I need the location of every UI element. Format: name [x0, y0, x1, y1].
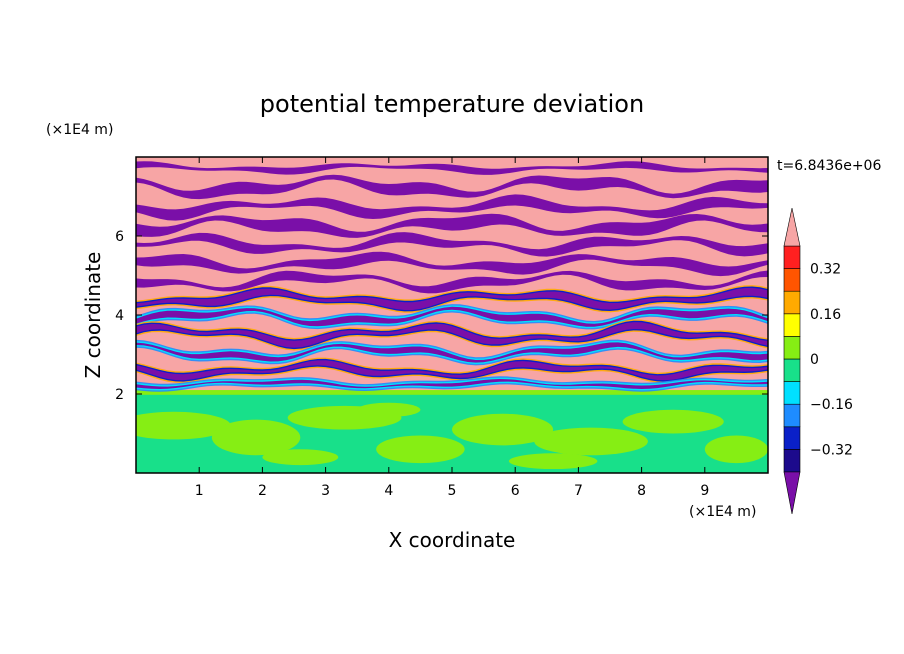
colorbar-max-arrow [783, 207, 801, 247]
warm-anomaly [211, 419, 301, 456]
colorbar-tick-label: 0.16 [810, 307, 841, 323]
contour-field [136, 157, 768, 473]
x-tick-label: 8 [637, 483, 646, 499]
x-tick-label: 5 [448, 483, 457, 499]
cold-band [136, 213, 768, 238]
colorbar-tick-label: −0.16 [810, 397, 853, 413]
x-axis: 1 2 3 4 5 6 7 8 9 [195, 157, 709, 499]
cold-band [136, 232, 768, 257]
colorbar-segment [783, 290, 801, 315]
warm-anomaly [376, 435, 465, 464]
cold-band [136, 174, 768, 200]
colorbar-segment [783, 245, 801, 269]
warm-anomaly [508, 453, 598, 470]
colorbar-segment [783, 449, 801, 473]
x-tick-label: 9 [700, 483, 709, 499]
colorbar-tick-label: 0.32 [810, 262, 841, 278]
cold-band [136, 194, 768, 221]
colorbar-segment [783, 358, 801, 382]
y-tick-label: 6 [115, 229, 124, 245]
colorbar-segment [783, 336, 801, 360]
y-tick-label: 2 [115, 387, 124, 403]
y-axis: 2 4 6 [115, 229, 768, 403]
colorbar-min-arrow [783, 471, 801, 515]
x-tick-label: 7 [574, 483, 583, 499]
cold-band [136, 270, 768, 294]
chart-title: potential temperature deviation [260, 90, 644, 118]
cold-band [136, 251, 768, 277]
cold-band [136, 379, 768, 389]
colorbar-segment [783, 381, 801, 405]
colorbar-segment [783, 403, 801, 428]
y-unit-label: (×1E4 m) [46, 122, 113, 138]
transition-band [136, 358, 768, 382]
warm-anomaly [262, 449, 339, 466]
warm-anomaly [534, 427, 648, 456]
warm-anomaly [622, 409, 724, 434]
colorbar-segment [783, 313, 801, 337]
colorbar-tick-label: 0 [810, 352, 819, 368]
cold-band [136, 360, 768, 381]
warm-anomaly [704, 435, 768, 464]
cold-band [136, 342, 768, 363]
cold-band [136, 322, 768, 348]
cold-band [136, 287, 768, 310]
interface-layer [136, 390, 768, 395]
x-axis-label: X coordinate [389, 528, 516, 552]
warm-anomaly [452, 413, 554, 446]
x-tick-label: 1 [195, 483, 204, 499]
cold-band [136, 161, 768, 175]
x-tick-label: 2 [258, 483, 267, 499]
x-tick-label: 4 [384, 483, 393, 499]
x-unit-label: (×1E4 m) [689, 504, 756, 520]
time-label: t=6.8436e+06 [777, 158, 881, 174]
x-tick-label: 6 [511, 483, 520, 499]
colorbar-segment [783, 268, 801, 292]
warm-anomaly [136, 411, 231, 440]
x-tick-label: 3 [321, 483, 330, 499]
colorbar-tick-label: −0.32 [810, 442, 853, 458]
y-tick-label: 4 [115, 308, 124, 324]
warm-anomaly [357, 402, 421, 417]
colorbar: 0.32 0.16 0 −0.16 −0.32 [783, 207, 853, 515]
colorbar-segment [783, 426, 801, 450]
y-axis-label: Z coordinate [81, 252, 105, 379]
cold-band [136, 306, 768, 327]
